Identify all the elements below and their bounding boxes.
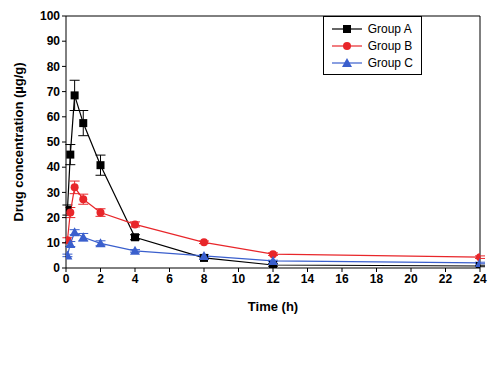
svg-text:18: 18	[370, 272, 384, 286]
svg-text:50: 50	[47, 135, 61, 149]
svg-text:8: 8	[201, 272, 208, 286]
svg-text:22: 22	[439, 272, 453, 286]
svg-text:30: 30	[47, 186, 61, 200]
svg-text:Drug concentration (µg/g): Drug concentration (µg/g)	[11, 62, 26, 221]
html-text:Group A: Group A	[367, 21, 412, 36]
html-text:Group C: Group C	[367, 55, 413, 70]
svg-text:10: 10	[232, 272, 246, 286]
svg-text:90: 90	[47, 34, 61, 48]
svg-text:80: 80	[47, 60, 61, 74]
svg-text:0: 0	[53, 261, 60, 275]
svg-text:Time (h): Time (h)	[248, 299, 298, 314]
svg-text:16: 16	[335, 272, 349, 286]
svg-text:24: 24	[473, 272, 487, 286]
svg-text:12: 12	[266, 272, 280, 286]
svg-text:20: 20	[47, 211, 61, 225]
svg-text:10: 10	[47, 236, 61, 250]
svg-text:60: 60	[47, 110, 61, 124]
html-text:Group B: Group B	[367, 38, 413, 53]
svg-text:70: 70	[47, 85, 61, 99]
svg-text:14: 14	[301, 272, 315, 286]
svg-text:2: 2	[97, 272, 104, 286]
svg-text:0: 0	[63, 272, 70, 286]
svg-text:20: 20	[404, 272, 418, 286]
svg-text:40: 40	[47, 160, 61, 174]
svg-text:6: 6	[166, 272, 173, 286]
svg-text:4: 4	[132, 272, 139, 286]
svg-text:100: 100	[40, 9, 60, 23]
